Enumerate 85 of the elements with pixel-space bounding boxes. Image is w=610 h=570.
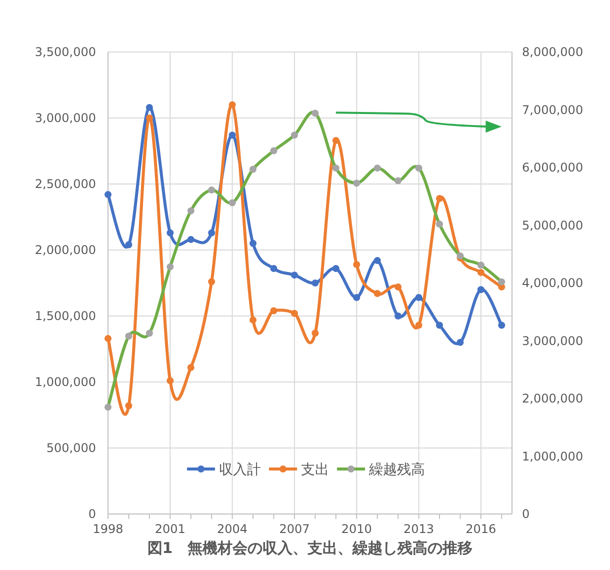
x-tick-label: 1998 — [92, 522, 124, 536]
point — [312, 280, 319, 286]
y2-tick-label: 0 — [522, 507, 530, 521]
point — [208, 229, 216, 236]
point — [477, 268, 484, 276]
y-tick-label: 0 — [88, 507, 96, 521]
point — [228, 199, 236, 206]
point — [270, 147, 278, 154]
point — [498, 322, 506, 329]
y-tick-label: 500,000 — [46, 441, 96, 455]
point — [125, 402, 132, 410]
point — [374, 164, 381, 172]
point — [353, 180, 360, 187]
point — [250, 240, 257, 247]
point — [270, 264, 278, 272]
y-tick-label: 2,500,000 — [34, 177, 96, 191]
point — [104, 404, 112, 411]
y-tick-label: 3,000,000 — [34, 111, 96, 125]
point — [125, 241, 132, 248]
point — [208, 278, 216, 286]
y2-tick-label: 5,000,000 — [522, 218, 584, 232]
point — [290, 310, 298, 317]
point — [353, 294, 360, 302]
legend-label: 繰越残高 — [368, 462, 425, 478]
point — [332, 136, 340, 144]
point — [228, 101, 236, 108]
point — [498, 278, 506, 286]
legend-label: 支出 — [301, 462, 329, 478]
y2-tick-label: 1,000,000 — [522, 449, 584, 464]
x-tick-label: 2013 — [403, 522, 434, 536]
x-tick-label: 2016 — [466, 522, 496, 536]
point — [312, 110, 319, 117]
y2-tick-label: 3,000,000 — [522, 334, 584, 348]
point — [415, 322, 422, 329]
y-tick-label: 2,000,000 — [34, 243, 96, 257]
point — [166, 377, 174, 384]
point — [187, 207, 194, 214]
point — [456, 338, 464, 346]
y2-tick-label: 7,000,000 — [522, 102, 584, 117]
point — [125, 332, 132, 340]
point — [187, 236, 194, 243]
point — [290, 272, 298, 279]
point — [477, 286, 484, 294]
legend-label: 収入計 — [219, 462, 261, 478]
y2-tick-label: 2,000,000 — [522, 392, 584, 406]
x-tick-label: 2004 — [217, 522, 248, 536]
point — [228, 132, 236, 139]
point — [146, 104, 153, 111]
caption: 図1 無機材会の収入、支出、繰越し残高の推移 — [147, 539, 473, 557]
x-tick-label: 2010 — [341, 522, 372, 536]
y2-tick-label: 6,000,000 — [522, 160, 584, 174]
y2-tick-label: 4,000,000 — [522, 276, 584, 290]
point — [374, 290, 381, 298]
point — [353, 261, 360, 268]
point — [332, 164, 340, 172]
y-tick-label: 1,500,000 — [34, 309, 96, 323]
point — [104, 191, 112, 198]
point — [104, 334, 112, 342]
point — [394, 283, 402, 290]
y-tick-label: 3,500,000 — [34, 45, 96, 59]
x-tick-label: 2007 — [279, 522, 310, 536]
point — [436, 220, 443, 228]
point — [415, 164, 422, 172]
point — [250, 166, 257, 173]
point — [312, 330, 319, 337]
point — [187, 364, 194, 371]
y-tick-label: 1,000,000 — [34, 375, 96, 389]
point — [394, 312, 402, 320]
point — [394, 177, 402, 184]
x-tick-label: 2001 — [154, 522, 186, 536]
point — [208, 186, 216, 194]
point — [146, 114, 153, 122]
point — [415, 294, 422, 302]
point — [374, 257, 381, 264]
point — [290, 132, 298, 139]
point — [270, 307, 278, 314]
point — [166, 229, 174, 236]
point — [250, 316, 257, 324]
point — [436, 322, 443, 329]
point — [332, 264, 340, 272]
y2-tick-label: 8,000,000 — [522, 45, 584, 59]
point — [436, 195, 443, 202]
point — [146, 330, 153, 337]
point — [166, 263, 174, 270]
point — [477, 262, 484, 269]
